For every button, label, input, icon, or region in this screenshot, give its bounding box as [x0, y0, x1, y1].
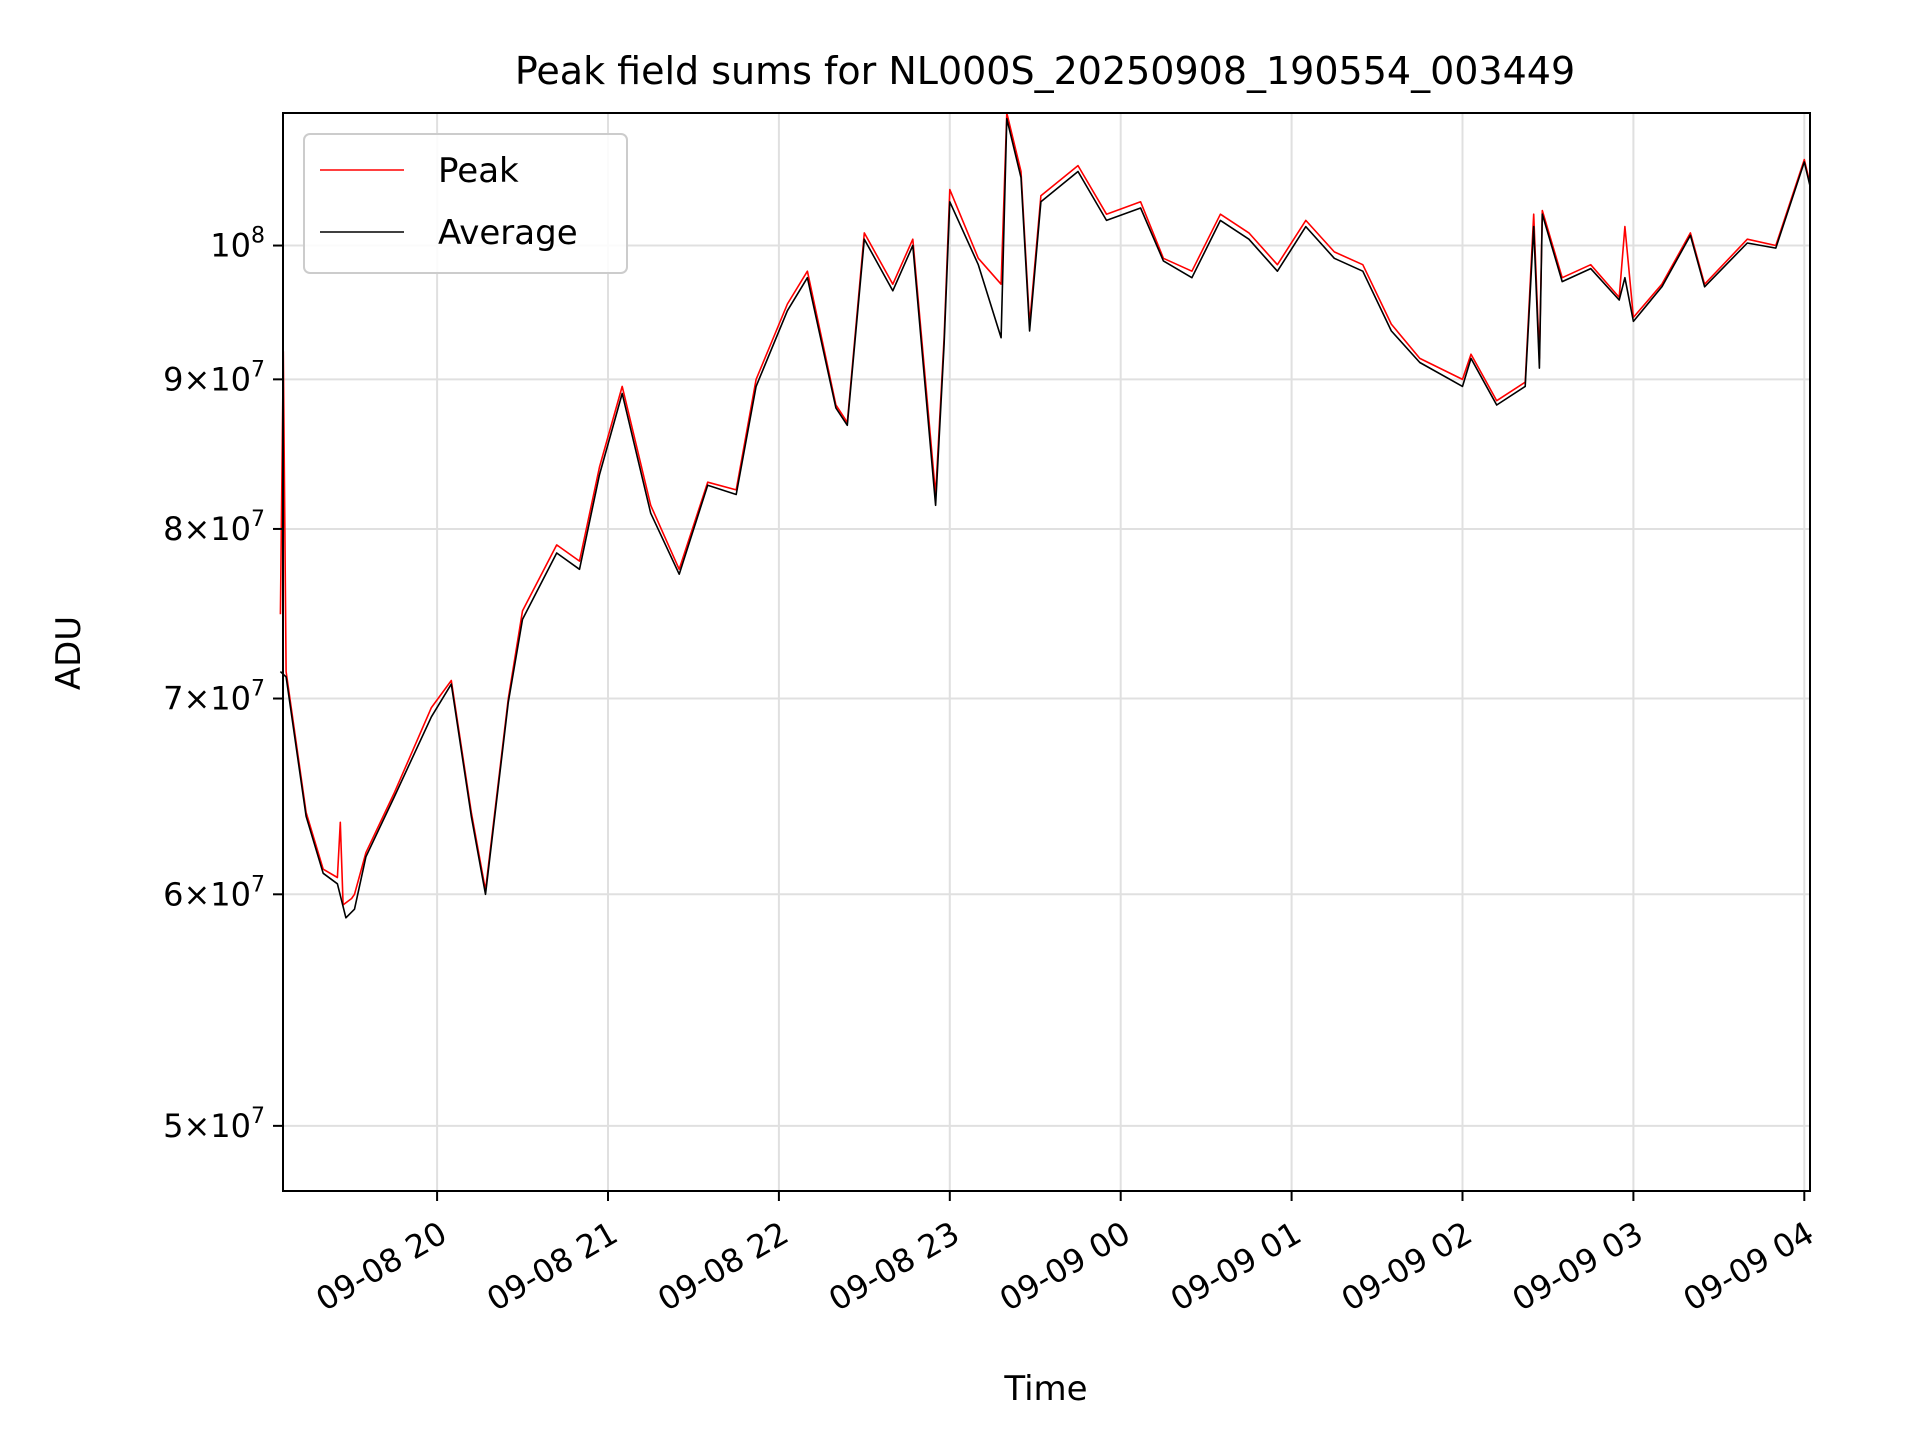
legend-label-peak: Peak — [438, 151, 519, 191]
y-tick-label: 7×107 — [163, 677, 265, 718]
y-tick-label: 108 — [210, 224, 265, 265]
legend-box — [303, 133, 628, 274]
y-axis-label: ADU — [49, 616, 89, 690]
plot-frame — [282, 112, 1811, 1192]
plot-series — [279, 112, 1811, 919]
y-tick-label: 8×107 — [163, 507, 265, 548]
y-tick-label: 6×107 — [163, 872, 265, 913]
series-line-average — [279, 117, 1811, 919]
y-axis: 5×107 6×107 7×107 8×107 9×107 108 — [163, 224, 283, 1145]
x-axis-label: Time — [1003, 1369, 1087, 1409]
y-tick-label: 5×107 — [163, 1104, 265, 1145]
chart-title: Peak field sums for NL000S_20250908_1905… — [515, 49, 1575, 93]
legend: Peak Average — [303, 133, 628, 274]
legend-label-average: Average — [438, 213, 578, 253]
y-tick-label: 9×107 — [163, 357, 265, 398]
grid — [283, 113, 1810, 1191]
